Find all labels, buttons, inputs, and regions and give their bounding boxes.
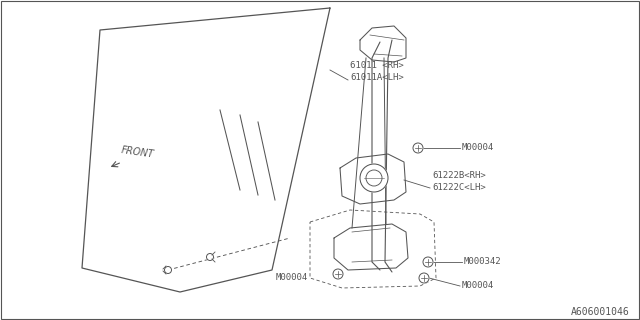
Circle shape bbox=[413, 143, 423, 153]
Circle shape bbox=[419, 273, 429, 283]
Text: 61222C<LH>: 61222C<LH> bbox=[432, 183, 486, 193]
Circle shape bbox=[423, 257, 433, 267]
Text: M00004: M00004 bbox=[276, 274, 308, 283]
Circle shape bbox=[333, 269, 343, 279]
Circle shape bbox=[164, 267, 172, 274]
Text: 61011 <RH>: 61011 <RH> bbox=[350, 61, 404, 70]
Text: M00004: M00004 bbox=[462, 143, 494, 153]
Text: M000342: M000342 bbox=[464, 258, 502, 267]
Text: M00004: M00004 bbox=[462, 281, 494, 290]
Text: 61011A<LH>: 61011A<LH> bbox=[350, 74, 404, 83]
Circle shape bbox=[207, 253, 214, 260]
Text: 61222B<RH>: 61222B<RH> bbox=[432, 172, 486, 180]
Circle shape bbox=[360, 164, 388, 192]
Text: FRONT: FRONT bbox=[120, 146, 154, 160]
Text: A606001046: A606001046 bbox=[572, 307, 630, 317]
